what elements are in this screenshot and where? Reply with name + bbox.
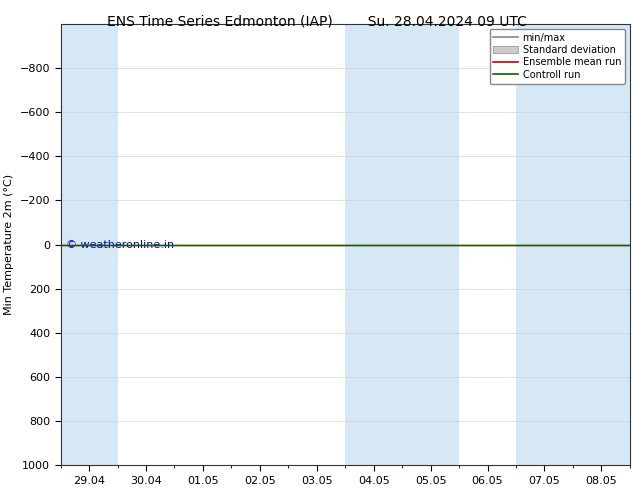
Y-axis label: Min Temperature 2m (°C): Min Temperature 2m (°C) [4,174,14,315]
Bar [61,24,117,465]
Bar [346,24,459,465]
Legend: min/max, Standard deviation, Ensemble mean run, Controll run: min/max, Standard deviation, Ensemble me… [489,28,625,84]
Bar [516,24,630,465]
Text: © weatheronline.in: © weatheronline.in [67,240,174,249]
Text: ENS Time Series Edmonton (IAP)        Su. 28.04.2024 09 UTC: ENS Time Series Edmonton (IAP) Su. 28.04… [107,15,527,29]
